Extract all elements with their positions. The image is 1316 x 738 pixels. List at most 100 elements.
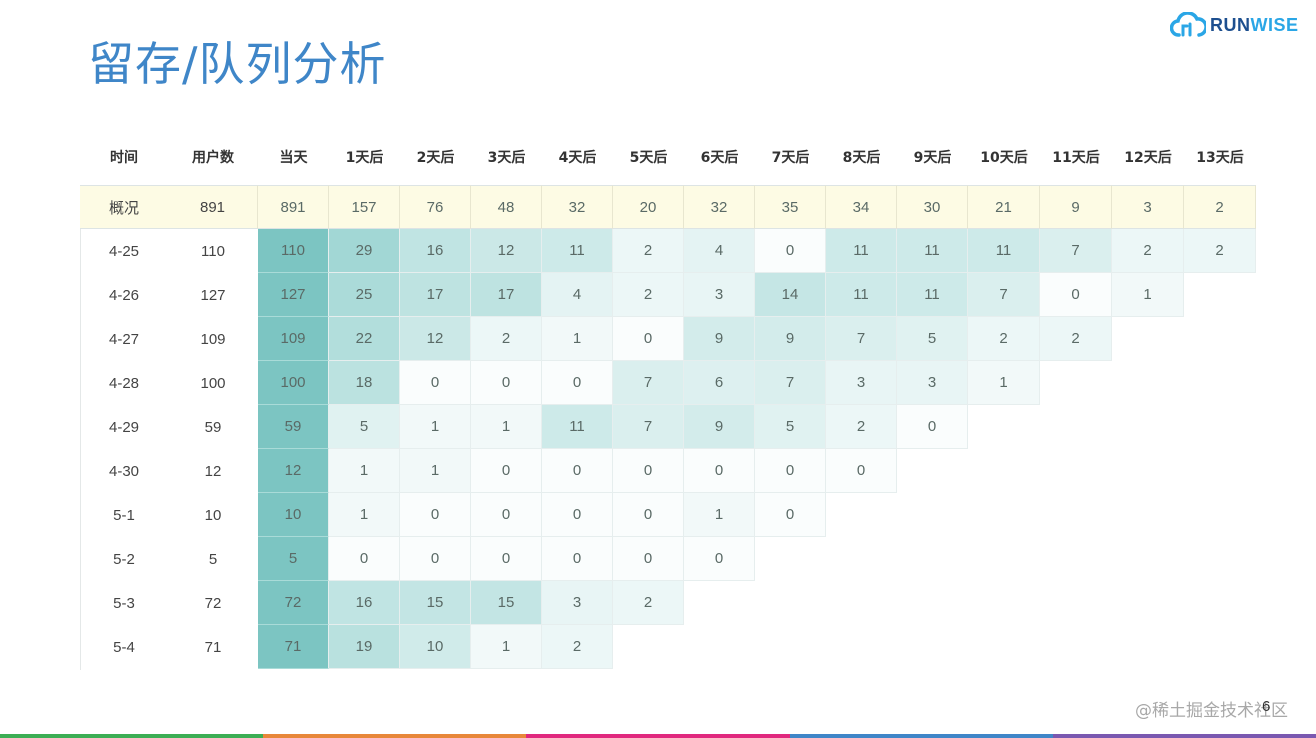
retention-cell: 1: [542, 317, 613, 361]
retention-cell: 11: [542, 229, 613, 273]
retention-cell: 1: [400, 405, 471, 449]
retention-cell: 0: [400, 537, 471, 581]
summary-label: 概况: [80, 185, 168, 229]
retention-cell: 109: [258, 317, 329, 361]
column-header: 8天后: [842, 150, 881, 166]
summary-cell: 32: [684, 185, 755, 229]
retention-cell: 3: [542, 581, 613, 625]
retention-cell: 0: [329, 537, 400, 581]
column-header: 2天后: [416, 150, 455, 166]
column-header: 4天后: [558, 150, 597, 166]
row-users: 100: [200, 374, 226, 392]
retention-cell: 12: [258, 449, 329, 493]
retention-cell: 2: [1040, 317, 1112, 361]
summary-cell: 21: [968, 185, 1040, 229]
retention-cell: 7: [613, 405, 684, 449]
table-row: 5-3 72 72 16 15 15 3 2: [80, 581, 1256, 625]
row-date: 4-26: [108, 286, 140, 304]
retention-cell: 2: [613, 229, 684, 273]
retention-cell: 11: [542, 405, 613, 449]
column-header: 13天后: [1196, 150, 1244, 166]
row-date: 4-30: [108, 462, 140, 480]
retention-cell: 0: [471, 449, 542, 493]
retention-cell: 0: [613, 493, 684, 537]
retention-cell: 1: [968, 361, 1040, 405]
row-date: 4-27: [108, 330, 140, 348]
retention-cell: 9: [755, 317, 826, 361]
retention-cell: 0: [542, 493, 613, 537]
retention-cell: 5: [897, 317, 968, 361]
retention-cell: 2: [613, 581, 684, 625]
column-header: 7天后: [771, 150, 810, 166]
summary-cell: 32: [542, 185, 613, 229]
retention-cell: 0: [684, 537, 755, 581]
summary-cell: 20: [613, 185, 684, 229]
retention-cell: 9: [684, 317, 755, 361]
retention-cell: 7: [826, 317, 897, 361]
table-row: 5-1 10 10 1 0 0 0 0 1 0: [80, 493, 1256, 537]
summary-cell: 48: [471, 185, 542, 229]
summary-cell: 157: [329, 185, 400, 229]
retention-cell: 0: [826, 449, 897, 493]
table-row: 4-28 100 100 18 0 0 0 7 6 7 3 3 1: [80, 361, 1256, 405]
retention-cell: 5: [329, 405, 400, 449]
column-header: 1天后: [345, 150, 384, 166]
retention-cell: 11: [897, 229, 968, 273]
summary-row: 概况 891 891 157 76 48 32 20 32 35 34 30 21 9 3 2: [80, 185, 1256, 229]
retention-cell: 18: [329, 361, 400, 405]
retention-cell: 3: [684, 273, 755, 317]
logo-text: RUNWISE: [1210, 14, 1299, 35]
retention-cell: 0: [755, 229, 826, 273]
row-date: 4-29: [108, 418, 140, 436]
table-header-row: 时间 用户数 当天 1天后 2天后 3天后 4天后 5天后 6天后 7天后 8天后 9天后 10天后 11…: [80, 135, 1256, 179]
summary-users: 891: [168, 185, 258, 229]
column-header: 5天后: [629, 150, 668, 166]
color-bar-segment: [0, 734, 264, 738]
column-header: 3天后: [487, 150, 526, 166]
retention-cell: 1: [1112, 273, 1184, 317]
summary-cell: 3: [1112, 185, 1184, 229]
retention-cell: 0: [471, 361, 542, 405]
runwise-logo: RUNWISE: [1170, 12, 1299, 38]
retention-cell: 15: [400, 581, 471, 625]
row-date: 5-2: [113, 550, 135, 568]
retention-cell: 1: [471, 405, 542, 449]
retention-cell: 2: [1112, 229, 1184, 273]
cloud-logo-icon: [1170, 12, 1206, 37]
color-bar-segment: [789, 734, 1053, 738]
retention-cell: 3: [897, 361, 968, 405]
retention-cell: 19: [329, 625, 400, 669]
row-date: 5-3: [113, 594, 135, 612]
retention-cell: 0: [471, 537, 542, 581]
retention-cell: 16: [329, 581, 400, 625]
row-date: 5-4: [113, 638, 135, 656]
retention-cell: 25: [329, 273, 400, 317]
retention-cell: 1: [329, 493, 400, 537]
row-date: 4-28: [108, 374, 140, 392]
summary-cell: 2: [1184, 185, 1256, 229]
retention-cell: 12: [471, 229, 542, 273]
retention-cell: 11: [826, 229, 897, 273]
retention-cell: 0: [542, 361, 613, 405]
column-header: 10天后: [980, 150, 1028, 166]
table-row: 4-26 127 127 25 17 17 4 2 3 14 11 11 7 0 1: [80, 273, 1256, 317]
retention-cell: 2: [826, 405, 897, 449]
row-users: 109: [200, 330, 226, 348]
retention-cell: 0: [400, 361, 471, 405]
column-header: 6天后: [700, 150, 739, 166]
row-date: 5-1: [113, 506, 135, 524]
retention-cell: 6: [684, 361, 755, 405]
retention-cell: 2: [471, 317, 542, 361]
retention-cell: 0: [542, 449, 613, 493]
retention-cell: 5: [258, 537, 329, 581]
summary-cell: 9: [1040, 185, 1112, 229]
retention-cell: 2: [542, 625, 613, 669]
column-header: 11天后: [1052, 150, 1100, 166]
retention-cell: 9: [684, 405, 755, 449]
retention-cell: 7: [968, 273, 1040, 317]
table-row: 4-25 110 110 29 16 12 11 2 4 0 11 11 11 7 2 2: [80, 229, 1256, 273]
table-left-border: [80, 185, 81, 670]
summary-cell: 34: [826, 185, 897, 229]
retention-cell: 1: [471, 625, 542, 669]
retention-cell: 1: [400, 449, 471, 493]
